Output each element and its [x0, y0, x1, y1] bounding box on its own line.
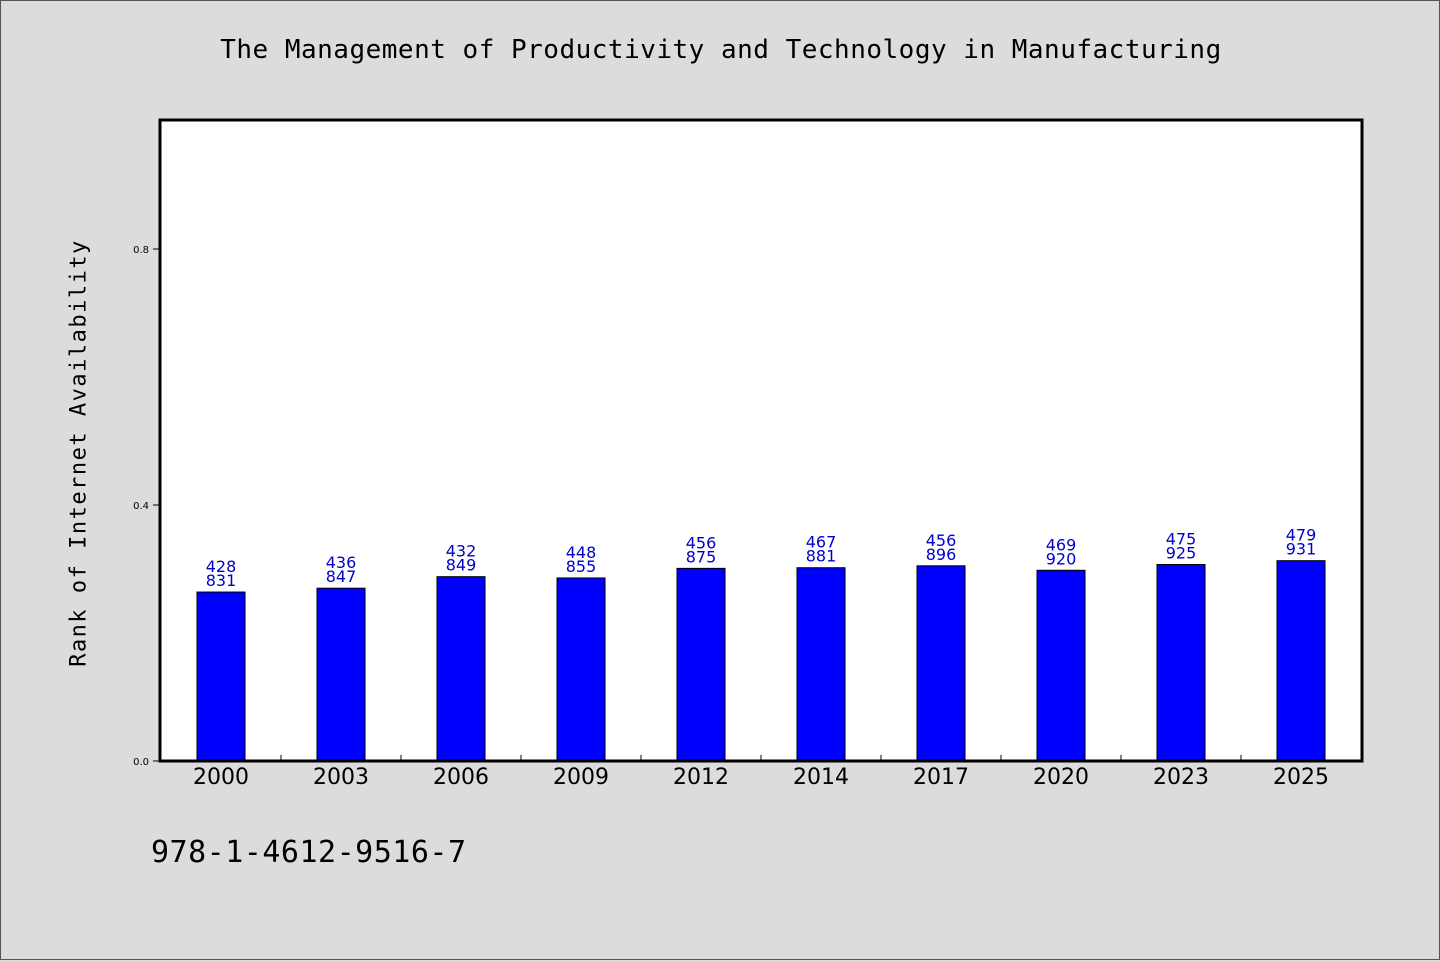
- data-label-bottom: 931: [1286, 540, 1317, 559]
- x-tick-label: 2017: [913, 765, 969, 790]
- data-label-top: 479: [1286, 526, 1317, 545]
- bar: [1156, 564, 1206, 762]
- bar: [196, 591, 246, 762]
- plot-frame: [158, 118, 1364, 763]
- bar: [316, 587, 366, 762]
- x-tick-label: 2025: [1273, 765, 1329, 790]
- axes-layer: 0.0 0.4 0.8 2000 2003 2006 2009 2012 2014 2017 202…: [133, 245, 1329, 790]
- data-label-top: 432: [446, 542, 477, 561]
- data-label-bottom: 831: [206, 571, 237, 590]
- data-label-top: 428: [206, 557, 237, 576]
- data-label-bottom: 925: [1166, 544, 1197, 563]
- data-label-bottom: 881: [806, 547, 837, 566]
- bar: [796, 567, 846, 762]
- data-label-top: 475: [1166, 530, 1197, 549]
- data-label-top: 456: [686, 533, 717, 552]
- data-label-bottom: 855: [566, 557, 597, 576]
- x-tick-label: 2020: [1033, 765, 1089, 790]
- data-label-bottom: 875: [686, 547, 717, 566]
- bar: [556, 577, 606, 762]
- x-tick-label: 2014: [793, 765, 849, 790]
- x-tick-label: 2023: [1153, 765, 1209, 790]
- bar: [676, 567, 726, 762]
- y-tick-label: 0.8: [133, 245, 149, 256]
- data-label-bottom: 849: [446, 556, 477, 575]
- data-label-bottom: 920: [1046, 549, 1077, 568]
- data-label-top: 456: [926, 531, 957, 550]
- x-tick-label: 2003: [313, 765, 369, 790]
- bars-layer: 4288314368474328494488554568754678814568…: [196, 526, 1326, 762]
- data-label-bottom: 847: [326, 567, 357, 586]
- y-tick-label: 0.4: [133, 501, 149, 512]
- x-tick-label: 2000: [193, 765, 249, 790]
- x-tick-label: 2012: [673, 765, 729, 790]
- chart-title: The Management of Productivity and Techn…: [220, 35, 1222, 65]
- bar: [916, 565, 966, 762]
- data-label-bottom: 896: [926, 545, 957, 564]
- data-label-top: 469: [1046, 535, 1077, 554]
- data-label-top: 436: [326, 553, 357, 572]
- data-label-top: 467: [806, 533, 837, 552]
- isbn-text: 978-1-4612-9516-7: [151, 835, 467, 870]
- bar: [436, 576, 486, 762]
- bar: [1036, 569, 1086, 762]
- x-tick-label: 2009: [553, 765, 609, 790]
- bar: [1276, 560, 1326, 762]
- y-tick-label: 0.0: [133, 757, 149, 768]
- x-tick-label: 2006: [433, 765, 489, 790]
- data-label-top: 448: [566, 543, 597, 562]
